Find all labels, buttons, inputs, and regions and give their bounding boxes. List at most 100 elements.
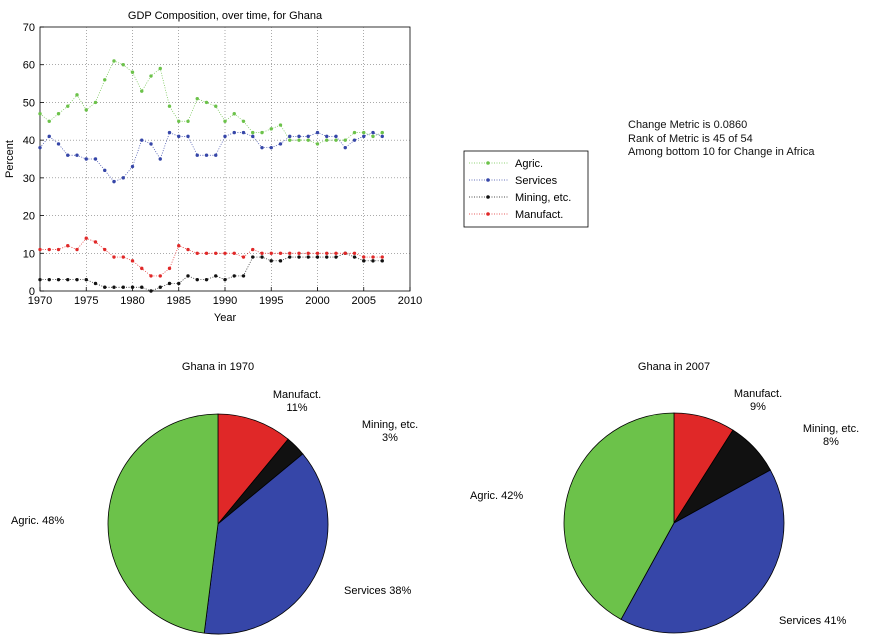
data-point-services [195, 153, 199, 157]
data-point-services [186, 134, 190, 139]
legend-label: Agric. [515, 158, 543, 170]
x-tick-label: 1970 [28, 295, 52, 307]
data-point-mining-etc [195, 277, 199, 282]
data-point-manufact [121, 255, 125, 259]
data-point-agric [232, 112, 236, 116]
data-point-manufact [297, 251, 301, 255]
pie-slice-agric [563, 412, 675, 620]
data-point-agric [251, 130, 255, 135]
data-point-agric [47, 119, 51, 123]
data-point-mining-etc [66, 277, 70, 282]
data-point-services [158, 157, 162, 161]
pie-label-name: Manufact. [734, 388, 782, 400]
x-tick-label: 1980 [120, 295, 144, 307]
data-point-manufact [362, 255, 366, 259]
data-point-services [232, 130, 236, 135]
pie-label: Services 38% [344, 585, 411, 597]
data-point-mining-etc [315, 255, 320, 259]
data-point-agric [177, 119, 181, 123]
data-point-services [84, 157, 88, 161]
data-point-manufact [186, 247, 190, 252]
data-point-agric [325, 138, 329, 142]
data-point-mining-etc [167, 281, 172, 286]
data-point-services [93, 157, 98, 161]
data-point-manufact [315, 251, 320, 255]
data-point-manufact [260, 251, 264, 255]
y-tick-label: 20 [23, 211, 35, 223]
pie-chart-1970: Ghana in 1970 Manufact.11% Mining, etc.3% S… [11, 361, 418, 635]
pie-chart-2007: Ghana in 2007 Manufact.9% Mining, etc.8% Se… [470, 361, 859, 634]
pie-label-name: Mining, etc. [803, 423, 859, 435]
data-point-services [38, 145, 42, 150]
pie-title: Ghana in 2007 [638, 361, 710, 373]
y-tick-label: 40 [23, 135, 35, 147]
data-point-mining-etc [103, 285, 107, 289]
data-point-manufact [140, 266, 144, 271]
data-point-agric [158, 66, 162, 71]
pie-title: Ghana in 1970 [182, 361, 254, 373]
pie-slice-services [203, 453, 329, 635]
data-point-services [167, 130, 172, 135]
y-tick-label: 30 [23, 173, 35, 185]
y-tick-label: 50 [23, 97, 35, 109]
data-point-mining-etc [177, 281, 181, 286]
data-point-mining-etc [362, 259, 366, 263]
data-point-services [149, 142, 153, 146]
pie-label-percent: 8% [823, 436, 839, 448]
data-point-services [380, 134, 384, 139]
data-point-manufact [56, 247, 61, 252]
data-point-agric [75, 93, 79, 97]
data-point-services [278, 142, 283, 146]
data-point-agric [371, 134, 375, 139]
data-point-manufact [84, 236, 88, 240]
data-point-agric [149, 74, 153, 78]
x-tick-label: 1975 [74, 295, 98, 307]
data-point-agric [334, 138, 338, 142]
data-point-services [362, 134, 366, 139]
x-tick-label: 2000 [305, 295, 329, 307]
x-tick-label: 1995 [259, 295, 283, 307]
data-point-manufact [130, 259, 135, 263]
data-point-services [103, 168, 107, 173]
pie-label: Agric. 48% [11, 515, 64, 527]
data-point-services [334, 134, 338, 139]
data-point-agric [297, 138, 301, 142]
pie-label-percent: 9% [750, 401, 766, 413]
legend-marker [486, 178, 490, 182]
pie-label-name: Mining, etc. [362, 419, 418, 431]
data-point-agric [278, 123, 283, 127]
data-point-agric [343, 138, 347, 142]
data-point-services [241, 130, 246, 135]
data-point-services [204, 153, 209, 157]
data-point-manufact [343, 251, 347, 255]
data-point-manufact [66, 244, 70, 248]
data-point-agric [130, 70, 135, 74]
data-point-manufact [195, 251, 199, 255]
legend-label: Services [515, 175, 558, 187]
data-point-mining-etc [75, 277, 79, 282]
y-tick-label: 70 [23, 22, 35, 34]
chart-legend: Agric. Services Mining, etc. Manufact. [463, 150, 589, 228]
data-point-mining-etc [306, 255, 310, 259]
data-point-agric [380, 130, 384, 135]
data-point-mining-etc [223, 277, 227, 282]
y-tick-label: 10 [23, 248, 35, 260]
data-point-manufact [380, 255, 384, 259]
data-point-agric [362, 130, 366, 135]
data-point-agric [260, 130, 264, 135]
data-point-mining-etc [288, 255, 292, 259]
pie-slice-manufact [217, 413, 289, 526]
data-point-mining-etc [251, 255, 255, 259]
data-point-mining-etc [93, 281, 98, 286]
data-point-services [130, 164, 135, 169]
pie-label-percent: 11% [286, 402, 307, 414]
data-point-mining-etc [149, 289, 153, 293]
data-point-services [306, 134, 310, 139]
data-point-mining-etc [84, 277, 88, 282]
pie-label: Services 41% [779, 615, 846, 627]
line-chart: 1970 1975 1980 1985 1990 1995 2000 2005 2010 0 10 2… [4, 10, 422, 324]
data-point-agric [66, 104, 70, 108]
data-point-mining-etc [47, 277, 51, 282]
change-metric-text: Change Metric is 0.0860 [628, 119, 748, 131]
data-point-agric [241, 119, 246, 123]
